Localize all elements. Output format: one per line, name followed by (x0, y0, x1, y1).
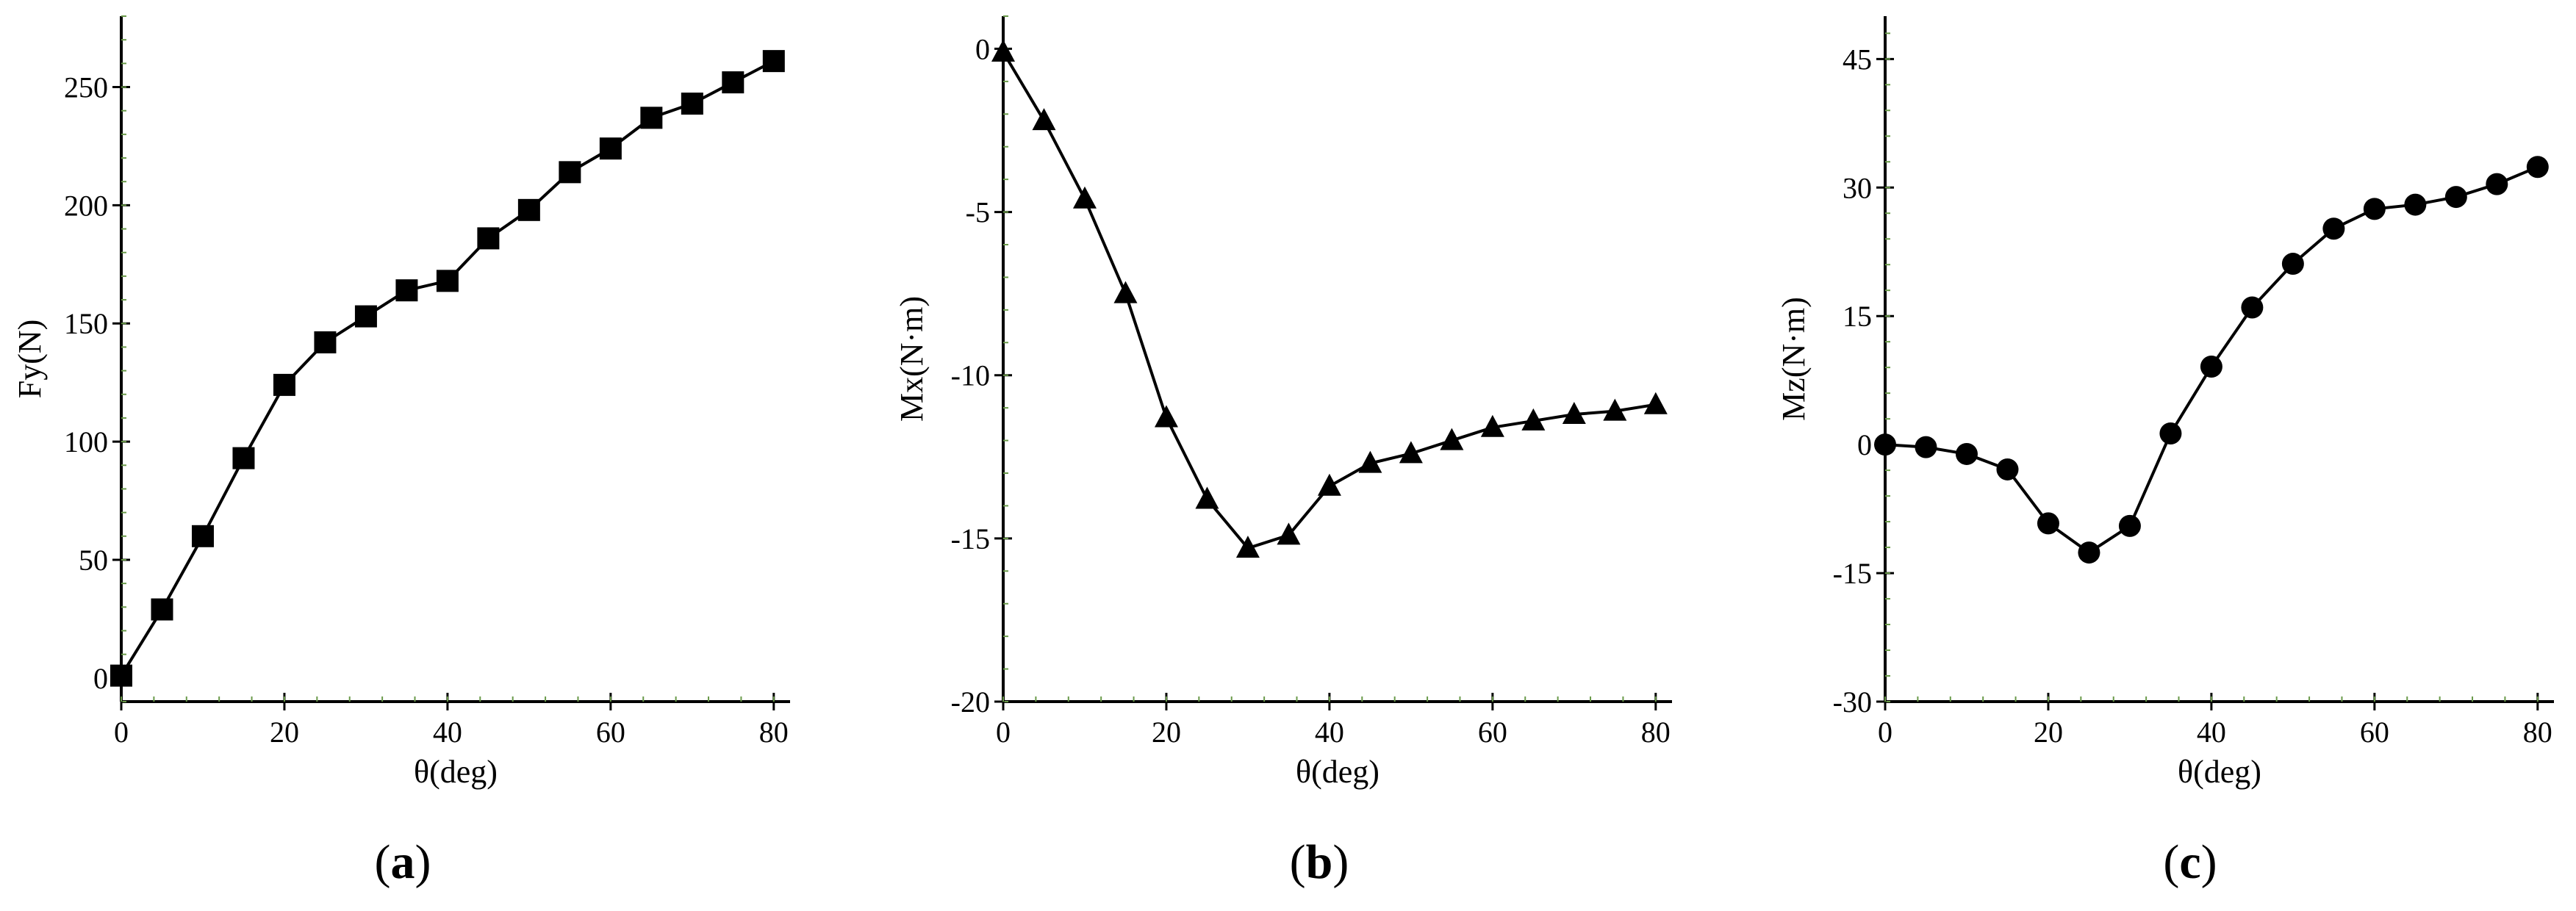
data-point (2118, 514, 2141, 537)
x-tick-label: 60 (1478, 716, 1507, 749)
x-tick-label: 60 (596, 716, 625, 749)
data-point (1358, 450, 1382, 473)
data-point (2322, 217, 2345, 240)
data-point (599, 137, 622, 160)
data-point (354, 305, 377, 328)
panel-label: (b) (1290, 835, 1349, 889)
x-tick-label: 20 (1152, 716, 1181, 749)
data-point (1996, 458, 2019, 480)
x-tick-label: 0 (996, 716, 1011, 749)
x-tick-label: 80 (1641, 716, 1671, 749)
y-tick-label: -5 (966, 196, 990, 229)
y-tick-label: -15 (1833, 557, 1872, 590)
y-tick-label: 0 (1857, 428, 1872, 461)
data-point (1072, 186, 1097, 209)
data-point (2281, 253, 2304, 276)
data-point (1154, 405, 1178, 428)
data-point (2444, 186, 2467, 209)
data-point (1955, 442, 1978, 465)
y-tick-label: 50 (79, 544, 108, 577)
data-point (762, 50, 785, 73)
y-tick-label: 0 (975, 32, 990, 65)
data-point (1195, 486, 1219, 509)
data-point (1317, 473, 1341, 496)
x-tick-label: 40 (433, 716, 462, 749)
x-tick-label: 40 (2197, 716, 2226, 749)
x-axis-label: θ(deg) (1296, 754, 1380, 790)
panel-label: (c) (2163, 835, 2217, 889)
data-point (1643, 392, 1668, 414)
data-point (517, 198, 540, 221)
data-point (395, 279, 418, 302)
data-point (1521, 408, 1546, 431)
panel-label: (a) (375, 835, 431, 889)
data-point (640, 107, 663, 129)
x-tick-label: 20 (270, 716, 299, 749)
y-tick-label: -30 (1833, 685, 1872, 719)
data-point (1235, 536, 1260, 558)
y-axis-label: Fy(N) (12, 320, 48, 399)
panel-c: -30 -15 0 15 30 45 0 20 40 60 80 θ(deg) Mz(N·m) (c) (1776, 16, 2554, 889)
data-point (477, 227, 500, 250)
data-point (1915, 436, 1937, 458)
data-point (110, 664, 132, 687)
data-point (1603, 398, 1627, 421)
data-point (1562, 402, 1586, 425)
data-point (2078, 541, 2100, 564)
panel-a: 0 50 100 150 200 250 0 20 40 60 80 θ(deg) Fy(N) (a) (12, 15, 790, 889)
data-point (681, 93, 703, 115)
data-point (1874, 433, 1896, 456)
y-tick-label: 30 (1843, 171, 1872, 204)
data-point (151, 598, 173, 621)
data-point (2486, 173, 2508, 195)
x-axis-label: θ(deg) (2178, 754, 2261, 790)
y-tick-label: 100 (64, 425, 108, 458)
data-point (2159, 422, 2182, 444)
x-tick-label: 0 (1878, 716, 1892, 749)
x-tick-label: 0 (114, 716, 129, 749)
y-tick-label: 45 (1843, 43, 1872, 76)
data-point (1399, 441, 1423, 464)
data-point (1277, 522, 1301, 545)
x-tick-label: 40 (1315, 716, 1344, 749)
data-point (1440, 428, 1464, 450)
data-point (1032, 108, 1056, 131)
y-tick-label: -20 (951, 685, 990, 719)
y-axis-label: Mx(N·m) (894, 296, 930, 422)
data-point (2363, 198, 2386, 220)
series-line-Fy (120, 60, 775, 677)
x-tick-label: 60 (2360, 716, 2389, 749)
data-point (991, 39, 1015, 62)
data-point (1480, 414, 1504, 437)
data-point (2241, 296, 2264, 319)
data-point (191, 525, 214, 547)
y-tick-label: 15 (1843, 300, 1872, 333)
x-tick-label: 20 (2034, 716, 2063, 749)
data-point (1113, 281, 1138, 303)
data-point (2200, 355, 2222, 378)
data-point (2404, 193, 2427, 216)
y-axis-label: Mz(N·m) (1776, 297, 1812, 421)
y-tick-label: 0 (93, 662, 108, 695)
data-point (436, 270, 459, 292)
y-tick-label: 150 (64, 307, 108, 340)
data-point (559, 161, 581, 184)
x-tick-label: 80 (2523, 716, 2552, 749)
x-axis-label: θ(deg) (414, 754, 498, 790)
panel-b: -20 -15 -10 -5 0 0 20 40 60 80 θ(deg) Mx(N·m) (b) (894, 15, 1672, 889)
x-tick-label: 80 (759, 716, 789, 749)
y-tick-label: -10 (951, 359, 990, 392)
data-point (314, 331, 337, 353)
y-tick-label: 250 (64, 71, 108, 104)
y-tick-label: -15 (951, 522, 990, 555)
data-point (2526, 156, 2549, 179)
data-point (2037, 512, 2059, 535)
data-point (232, 447, 255, 469)
y-tick-label: 200 (64, 189, 108, 222)
data-point (722, 71, 745, 94)
data-point (273, 373, 295, 396)
